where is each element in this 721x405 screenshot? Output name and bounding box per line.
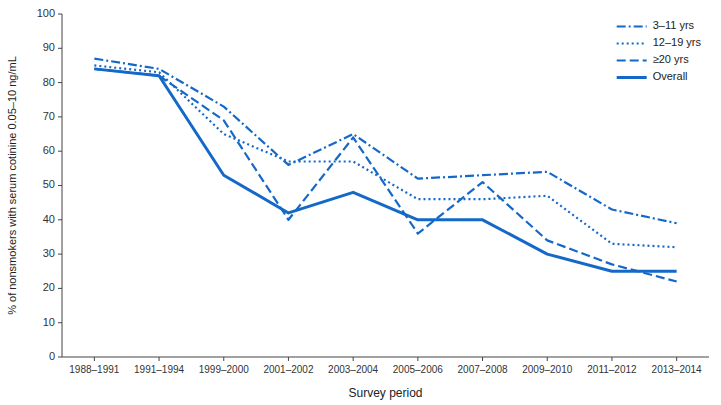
x-tick-label: 1991–1994 xyxy=(134,364,184,375)
y-axis-label: % of nonsmokers with serum cotinine 0.05… xyxy=(6,56,18,315)
x-tick-label: 2011–2012 xyxy=(587,364,637,375)
y-tick xyxy=(58,82,62,83)
x-tick xyxy=(611,357,612,361)
legend-swatch xyxy=(617,42,647,44)
x-tick-label: 2009–2010 xyxy=(522,364,572,375)
legend: 3–11 yrs 12–19 yrs ≥20 yrs Overall xyxy=(617,19,702,82)
y-tick-label: 50 xyxy=(43,178,55,190)
x-tick xyxy=(676,357,677,361)
y-tick xyxy=(58,322,62,323)
y-tick xyxy=(58,288,62,289)
plot-area xyxy=(94,59,676,282)
series-line xyxy=(94,69,676,271)
y-tick xyxy=(58,219,62,220)
series-line xyxy=(94,59,676,224)
x-tick xyxy=(482,357,483,361)
y-tick-label: 60 xyxy=(43,144,55,156)
y-tick-label: 20 xyxy=(43,281,55,293)
y-tick-label: 0 xyxy=(49,350,55,362)
x-axis-label: Survey period xyxy=(348,386,422,400)
series-line xyxy=(94,65,676,247)
y-tick-label: 90 xyxy=(43,41,55,53)
x-tick-label: 2013–2014 xyxy=(652,364,702,375)
x-tick xyxy=(159,357,160,361)
x-tick xyxy=(288,357,289,361)
x-tick xyxy=(94,357,95,361)
legend-swatch xyxy=(617,76,647,79)
x-tick xyxy=(353,357,354,361)
series-line xyxy=(94,69,676,282)
x-tick-label: 1988–1991 xyxy=(69,364,119,375)
y-tick-label: 80 xyxy=(43,76,55,88)
y-tick-label: 10 xyxy=(43,316,55,328)
y-tick xyxy=(58,14,62,15)
x-tick-label: 1999–2000 xyxy=(199,364,249,375)
y-tick xyxy=(58,254,62,255)
legend-label: ≥20 yrs xyxy=(653,53,689,65)
x-tick xyxy=(223,357,224,361)
x-tick-label: 2005–2006 xyxy=(393,364,443,375)
y-tick-label: 40 xyxy=(43,213,55,225)
y-tick xyxy=(58,185,62,186)
legend-label: 3–11 yrs xyxy=(653,19,695,31)
y-tick xyxy=(58,151,62,152)
legend-swatch xyxy=(617,59,647,61)
legend-swatch xyxy=(617,25,647,27)
y-tick xyxy=(58,357,62,358)
x-tick-label: 2003–2004 xyxy=(328,364,378,375)
legend-label: Overall xyxy=(653,70,688,82)
x-tick-label: 2007–2008 xyxy=(458,364,508,375)
legend-label: 12–19 yrs xyxy=(653,36,702,48)
x-tick xyxy=(417,357,418,361)
axes: 0 10 20 30 40 50 60 70 80 90 100 1988–1991 1991–1994… xyxy=(37,7,709,375)
chart: 0 10 20 30 40 50 60 70 80 90 100 1988–1991 1991–1994… xyxy=(0,0,721,405)
y-tick-label: 100 xyxy=(37,7,55,19)
x-tick xyxy=(547,357,548,361)
y-tick-label: 30 xyxy=(43,247,55,259)
y-tick-label: 70 xyxy=(43,110,55,122)
y-tick xyxy=(58,116,62,117)
y-tick xyxy=(58,48,62,49)
x-tick-label: 2001–2002 xyxy=(263,364,313,375)
